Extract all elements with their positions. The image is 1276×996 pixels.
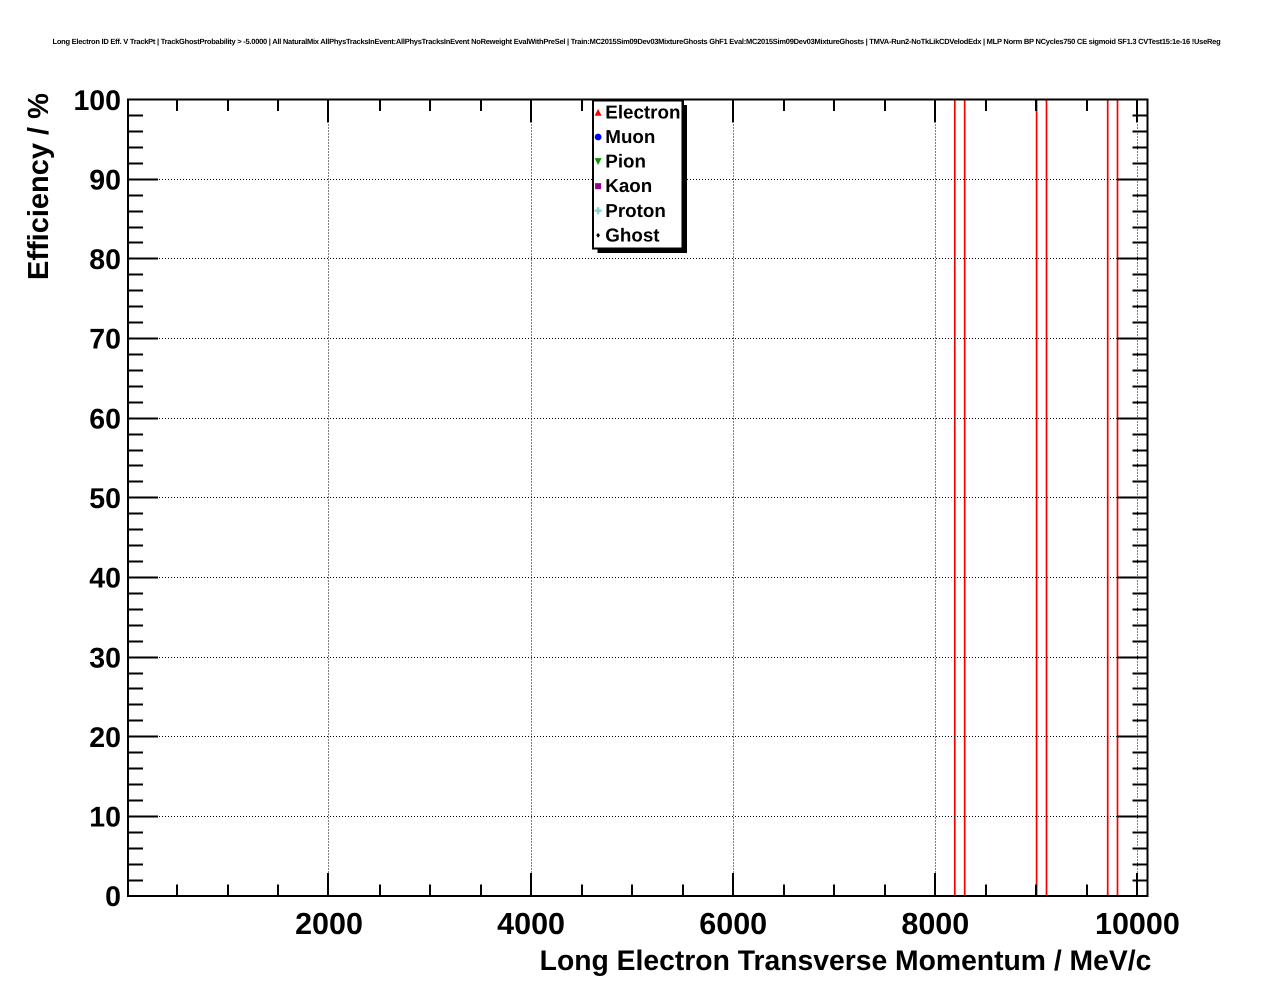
svg-text:90: 90 [89,164,121,196]
svg-text:50: 50 [89,483,121,515]
svg-text:20: 20 [89,722,121,754]
svg-text:10000: 10000 [1095,907,1180,941]
svg-text:10: 10 [89,802,121,834]
svg-text:30: 30 [89,642,121,674]
svg-text:Ghost: Ghost [605,224,660,245]
svg-text:0: 0 [105,881,121,913]
svg-text:8000: 8000 [901,907,969,941]
svg-text:60: 60 [89,403,121,435]
svg-text:70: 70 [89,324,121,356]
svg-text:Proton: Proton [605,200,666,221]
svg-text:Muon: Muon [605,126,655,147]
svg-text:4000: 4000 [497,907,565,941]
svg-text:Pion: Pion [605,151,646,172]
svg-text:Long Electron ID Eff. V TrackP: Long Electron ID Eff. V TrackPt | TrackG… [53,37,1222,46]
svg-text:2000: 2000 [295,907,363,941]
svg-text:Kaon: Kaon [605,175,652,196]
svg-text:80: 80 [89,244,121,276]
svg-text:Efficiency / %: Efficiency / % [23,93,55,280]
svg-text:100: 100 [73,85,121,117]
svg-text:Electron: Electron [605,102,680,123]
svg-text:6000: 6000 [699,907,767,941]
svg-text:40: 40 [89,563,121,595]
svg-text:Long Electron Transverse Momen: Long Electron Transverse Momentum / MeV/… [540,944,1152,976]
